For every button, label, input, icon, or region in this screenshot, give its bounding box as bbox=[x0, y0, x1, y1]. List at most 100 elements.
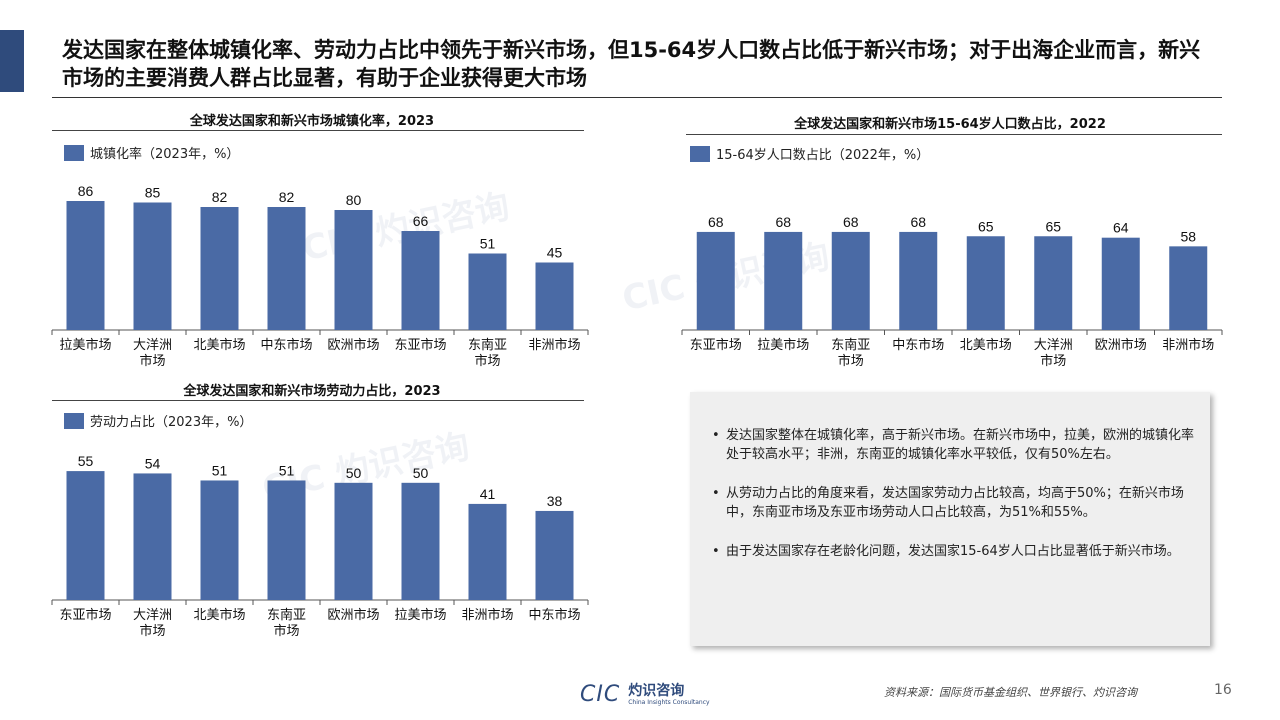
logo-abbr: CIC bbox=[580, 682, 621, 707]
bar bbox=[831, 231, 870, 330]
category-label: 市场 bbox=[139, 623, 165, 639]
category-label: 北美市场 bbox=[193, 337, 245, 353]
category-label: 市场 bbox=[1040, 353, 1066, 369]
title-accent-bar bbox=[0, 30, 24, 92]
category-label: 东亚市场 bbox=[59, 607, 111, 623]
chart-divider bbox=[52, 400, 584, 401]
legend-urbanization: 城镇化率（2023年，%） bbox=[64, 143, 239, 162]
bar bbox=[468, 253, 507, 330]
data-label: 51 bbox=[279, 462, 295, 478]
page-number: 16 bbox=[1214, 682, 1232, 698]
summary-bullet: • 发达国家整体在城镇化率，高于新兴市场。在新兴市场中，拉美，欧洲的城镇化率处于较… bbox=[712, 428, 1195, 462]
data-label: 54 bbox=[145, 455, 161, 471]
data-label: 82 bbox=[279, 189, 295, 205]
data-label: 68 bbox=[843, 214, 859, 230]
bar bbox=[66, 201, 105, 330]
category-label: 东亚市场 bbox=[690, 337, 742, 353]
data-label: 50 bbox=[413, 465, 429, 481]
data-label: 68 bbox=[775, 214, 791, 230]
category-label: 中东市场 bbox=[528, 607, 580, 623]
chart-title-population: 全球发达国家和新兴市场15-64岁人口数占比，2022 bbox=[794, 117, 1106, 132]
data-label: 38 bbox=[547, 493, 563, 509]
bar bbox=[696, 231, 735, 330]
category-label: 北美市场 bbox=[960, 337, 1012, 353]
company-logo: CIC 灼识咨询 China Insights Consultancy bbox=[580, 682, 710, 707]
category-label: 市场 bbox=[139, 353, 165, 369]
data-label: 58 bbox=[1180, 228, 1196, 244]
bar bbox=[267, 207, 306, 330]
category-label: 中东市场 bbox=[892, 337, 944, 353]
data-label: 80 bbox=[346, 192, 362, 208]
data-label: 65 bbox=[978, 218, 994, 234]
data-label: 85 bbox=[145, 185, 161, 201]
category-label: 市场 bbox=[474, 353, 500, 369]
bar bbox=[535, 510, 574, 600]
category-label: 东南亚 bbox=[468, 337, 507, 353]
chart-title-urbanization: 全球发达国家和新兴市场城镇化率，2023 bbox=[189, 114, 435, 129]
bar bbox=[1034, 236, 1073, 330]
legend-population: 15-64岁人口数占比（2022年，%） bbox=[690, 144, 929, 163]
bar bbox=[899, 231, 938, 330]
bar bbox=[267, 480, 306, 600]
data-label: 50 bbox=[346, 465, 362, 481]
summary-box: • 发达国家整体在城镇化率，高于新兴市场。在新兴市场中，拉美，欧洲的城镇化率处于较… bbox=[690, 392, 1210, 646]
data-label: 86 bbox=[78, 183, 94, 199]
category-label: 非洲市场 bbox=[461, 607, 513, 623]
bar bbox=[966, 236, 1005, 330]
category-label: 欧洲市场 bbox=[1095, 337, 1147, 353]
data-label: 68 bbox=[910, 214, 926, 230]
logo-name-cn: 灼识咨询 bbox=[628, 683, 685, 699]
category-label: 东亚市场 bbox=[394, 337, 446, 353]
bar bbox=[133, 473, 172, 600]
data-label: 64 bbox=[1113, 220, 1129, 236]
category-label: 市场 bbox=[838, 353, 864, 369]
summary-bullet: • 从劳动力占比的角度来看，发达国家劳动力占比较高，均高于50%；在新兴市场中，东… bbox=[712, 486, 1184, 520]
summary-bullet: • 由于发达国家存在老龄化问题，发达国家15-64岁人口占比显著低于新兴市场。 bbox=[712, 544, 1180, 559]
bar bbox=[133, 202, 172, 330]
data-label: 55 bbox=[78, 453, 94, 469]
bar bbox=[401, 231, 440, 330]
data-label: 65 bbox=[1045, 218, 1061, 234]
legend-label: 15-64岁人口数占比（2022年，%） bbox=[716, 148, 930, 163]
data-label: 41 bbox=[480, 486, 496, 502]
logo-name-en: China Insights Consultancy bbox=[628, 699, 710, 706]
bar bbox=[468, 503, 507, 600]
category-label: 东南亚 bbox=[267, 607, 306, 623]
chart-title-labor: 全球发达国家和新兴市场劳动力占比，2023 bbox=[183, 384, 441, 399]
bar bbox=[334, 210, 373, 330]
data-label: 82 bbox=[212, 189, 228, 205]
bar bbox=[401, 482, 440, 600]
bar bbox=[1169, 246, 1208, 330]
legend-label: 城镇化率（2023年，%） bbox=[90, 147, 240, 162]
bar bbox=[200, 207, 239, 330]
legend-labor: 劳动力占比（2023年，%） bbox=[64, 411, 252, 430]
category-label: 欧洲市场 bbox=[327, 607, 379, 623]
legend-label: 劳动力占比（2023年，%） bbox=[90, 415, 253, 430]
legend-swatch bbox=[64, 144, 84, 161]
category-label: 中东市场 bbox=[260, 337, 312, 353]
slide-title: 发达国家在整体城镇化率、劳动力占比中领先于新兴市场，但15-64岁人口数占比低于… bbox=[62, 38, 1201, 90]
category-label: 北美市场 bbox=[193, 607, 245, 623]
category-label: 拉美市场 bbox=[394, 607, 446, 623]
bar bbox=[200, 480, 239, 600]
bar bbox=[66, 471, 105, 600]
bar bbox=[334, 482, 373, 600]
category-label: 非洲市场 bbox=[528, 337, 580, 353]
data-label: 51 bbox=[212, 462, 228, 478]
data-label: 51 bbox=[480, 236, 496, 252]
source-note: 资料来源：国际货币基金组织、世界银行、灼识咨询 bbox=[884, 686, 1137, 699]
category-label: 拉美市场 bbox=[59, 337, 111, 353]
bar bbox=[764, 231, 803, 330]
data-label: 45 bbox=[547, 245, 563, 261]
category-label: 大洋洲 bbox=[133, 608, 172, 623]
chart-divider bbox=[686, 134, 1222, 135]
bar bbox=[1101, 237, 1140, 330]
chart-divider bbox=[52, 130, 584, 131]
bar bbox=[535, 262, 574, 330]
category-label: 大洋洲 bbox=[1034, 338, 1073, 353]
title-divider bbox=[52, 97, 1222, 98]
data-label: 68 bbox=[708, 214, 724, 230]
